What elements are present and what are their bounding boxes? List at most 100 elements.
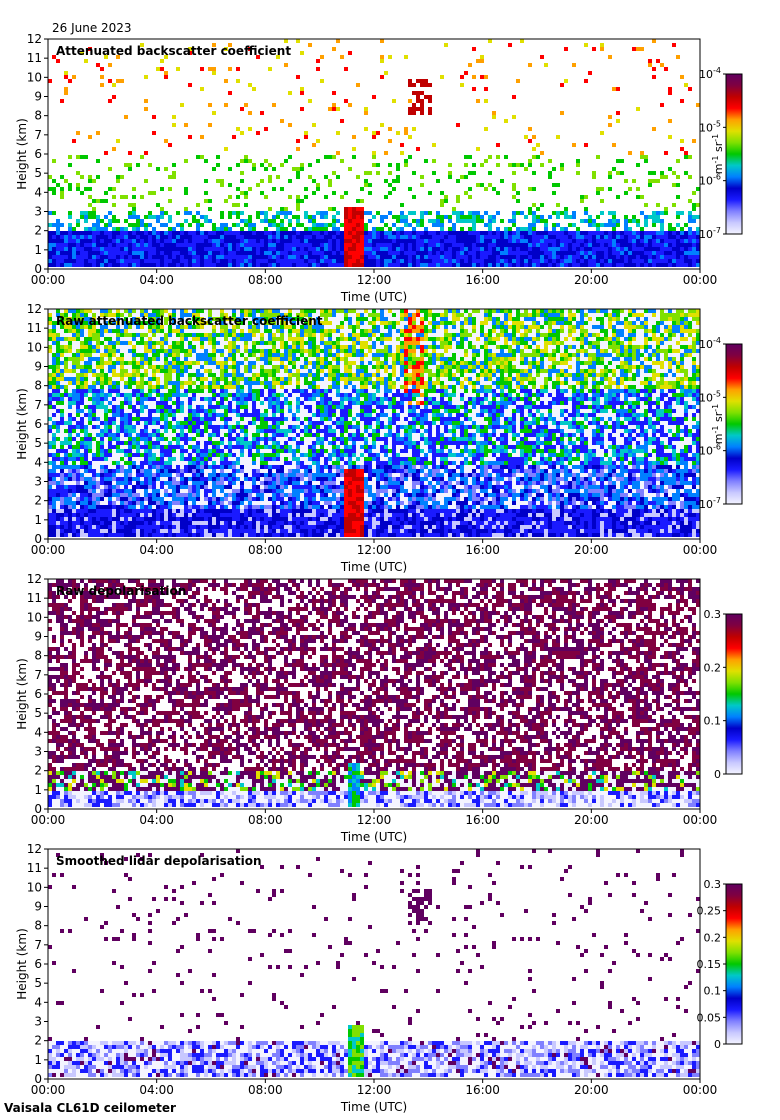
y-tick-label: 10 <box>27 880 42 894</box>
y-tick-label: 1 <box>34 243 42 257</box>
y-tick-label: 3 <box>34 1015 42 1029</box>
colorbar-tick-label: 0 <box>714 768 721 781</box>
y-tick-label: 7 <box>34 398 42 412</box>
y-tick-label: 10 <box>27 340 42 354</box>
y-tick-label: 7 <box>34 128 42 142</box>
colorbar-tick-label: 0.1 <box>704 715 722 728</box>
colorbar-tick-label: 10-4 <box>699 336 721 351</box>
colorbar-tick-label: 10-5 <box>699 119 721 134</box>
x-tick-label: 00:00 <box>31 543 66 557</box>
x-tick-label: 16:00 <box>465 543 500 557</box>
x-tick-label: 16:00 <box>465 813 500 827</box>
y-axis-label: Height (km) <box>15 118 29 189</box>
heatmap-cells <box>48 309 700 537</box>
x-tick-label: 20:00 <box>574 813 609 827</box>
x-tick-label: 04:00 <box>139 273 174 287</box>
x-tick-label: 20:00 <box>574 273 609 287</box>
x-axis-label: Time (UTC) <box>340 560 407 574</box>
instrument-label: Vaisala CL61D ceilometer <box>4 1101 176 1115</box>
y-tick-label: 7 <box>34 668 42 682</box>
y-tick-label: 12 <box>27 572 42 586</box>
x-tick-label: 16:00 <box>465 1083 500 1097</box>
y-axis-label: Height (km) <box>15 388 29 459</box>
colorbar-unit-label: m-1 sr-1 <box>711 404 725 444</box>
y-tick-label: 6 <box>34 957 42 971</box>
x-tick-label: 12:00 <box>357 1083 392 1097</box>
y-tick-label: 3 <box>34 475 42 489</box>
x-tick-label: 00:00 <box>31 1083 66 1097</box>
colorbar <box>726 614 742 774</box>
panel-title: Raw depolarisation <box>56 584 186 598</box>
colorbar <box>726 344 742 504</box>
y-tick-label: 11 <box>27 51 42 65</box>
x-tick-label: 00:00 <box>683 1083 718 1097</box>
colorbar-tick-label: 10-7 <box>699 496 721 511</box>
y-tick-label: 5 <box>34 436 42 450</box>
y-tick-label: 1 <box>34 1053 42 1067</box>
x-tick-label: 00:00 <box>683 813 718 827</box>
y-tick-label: 2 <box>34 494 42 508</box>
y-tick-label: 7 <box>34 938 42 952</box>
y-tick-label: 3 <box>34 745 42 759</box>
y-tick-label: 8 <box>34 379 42 393</box>
y-tick-label: 1 <box>34 513 42 527</box>
x-tick-label: 12:00 <box>357 813 392 827</box>
x-tick-label: 00:00 <box>31 273 66 287</box>
x-tick-label: 04:00 <box>139 1083 174 1097</box>
y-tick-label: 6 <box>34 147 42 161</box>
y-tick-label: 5 <box>34 166 42 180</box>
y-tick-label: 4 <box>34 455 42 469</box>
x-tick-label: 20:00 <box>574 1083 609 1097</box>
colorbar-tick-label: 10-5 <box>699 389 721 404</box>
colorbar-tick-label: 0.3 <box>704 608 722 621</box>
y-tick-label: 11 <box>27 321 42 335</box>
x-tick-label: 12:00 <box>357 273 392 287</box>
ceilometer-figure: 012345678910111200:00 04:00 08:00 12:00 16:0… <box>0 0 780 1120</box>
y-tick-label: 12 <box>27 842 42 856</box>
y-tick-label: 1 <box>34 783 42 797</box>
x-tick-label: 00:00 <box>683 543 718 557</box>
x-tick-label: 08:00 <box>248 273 283 287</box>
colorbar-tick-label: 10-7 <box>699 226 721 241</box>
y-tick-label: 8 <box>34 919 42 933</box>
x-axis-label: Time (UTC) <box>340 830 407 844</box>
panel-title: Attenuated backscatter coefficient <box>56 44 291 58</box>
x-axis-label: Time (UTC) <box>340 1100 407 1114</box>
colorbar-unit-label: m-1 sr-1 <box>711 134 725 174</box>
x-axis-label: Time (UTC) <box>340 290 407 304</box>
y-tick-label: 4 <box>34 995 42 1009</box>
colorbar-tick-label: 0.15 <box>697 958 722 971</box>
y-tick-label: 10 <box>27 70 42 84</box>
y-tick-label: 6 <box>34 687 42 701</box>
y-tick-label: 9 <box>34 630 42 644</box>
y-tick-label: 2 <box>34 224 42 238</box>
panel-title: Raw attenuated backscatter coefficient <box>56 314 323 328</box>
colorbar-tick-label: 10-4 <box>699 66 721 81</box>
panel-title: Smoothed lidar depolarisation <box>56 854 262 868</box>
x-tick-label: 00:00 <box>31 813 66 827</box>
x-tick-label: 08:00 <box>248 543 283 557</box>
colorbar-tick-label: 0.2 <box>704 931 722 944</box>
x-tick-label: 08:00 <box>248 813 283 827</box>
colorbar <box>726 884 742 1044</box>
y-tick-label: 5 <box>34 976 42 990</box>
y-axis-label: Height (km) <box>15 928 29 999</box>
y-tick-label: 8 <box>34 649 42 663</box>
colorbar-tick-label: 0.05 <box>697 1011 722 1024</box>
colorbar-tick-label: 0 <box>714 1038 721 1051</box>
x-tick-label: 12:00 <box>357 543 392 557</box>
y-tick-label: 9 <box>34 900 42 914</box>
colorbar-tick-label: 0.2 <box>704 661 722 674</box>
y-tick-label: 8 <box>34 109 42 123</box>
x-tick-label: 20:00 <box>574 543 609 557</box>
colorbar-tick-label: 0.3 <box>704 878 722 891</box>
y-tick-label: 2 <box>34 1034 42 1048</box>
x-tick-label: 04:00 <box>139 813 174 827</box>
y-axis-label: Height (km) <box>15 658 29 729</box>
colorbar-tick-label: 0.1 <box>704 985 722 998</box>
colorbar-tick-label: 0.25 <box>697 905 722 918</box>
y-tick-label: 5 <box>34 706 42 720</box>
